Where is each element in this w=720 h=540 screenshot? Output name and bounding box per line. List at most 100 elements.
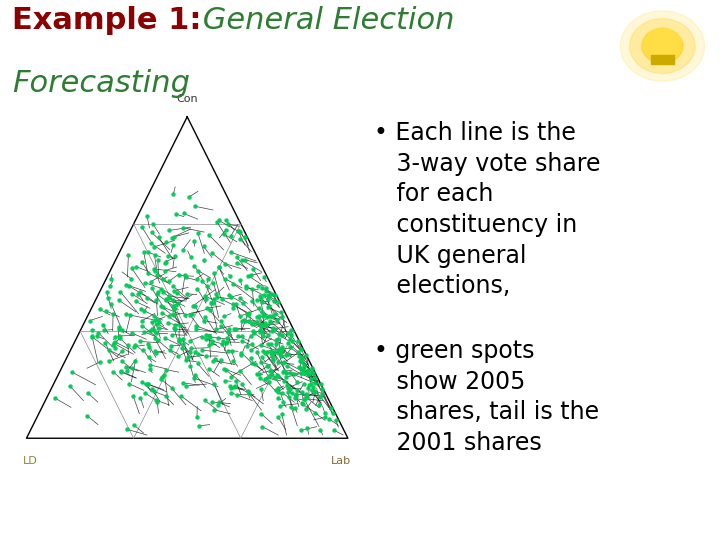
Point (147, 318, 158, 326)
Point (168, 252, 180, 260)
Point (251, 296, 262, 305)
Point (297, 364, 308, 373)
Point (142, 340, 153, 349)
FancyBboxPatch shape (651, 55, 674, 64)
Point (238, 316, 249, 325)
Point (206, 338, 217, 347)
Point (243, 389, 255, 397)
Point (266, 349, 278, 357)
Point (289, 394, 301, 402)
Point (323, 414, 335, 423)
Point (86, 332, 98, 340)
Point (216, 295, 228, 303)
Point (280, 369, 292, 377)
Point (261, 348, 273, 357)
Point (233, 226, 245, 235)
Point (169, 325, 181, 334)
Point (263, 372, 274, 380)
Point (174, 334, 185, 343)
Point (231, 259, 243, 267)
Point (176, 344, 188, 353)
Point (251, 313, 263, 321)
Point (64, 382, 76, 390)
Point (117, 357, 128, 366)
Point (267, 355, 279, 364)
Point (274, 329, 285, 338)
Point (230, 376, 242, 385)
Point (180, 273, 192, 281)
Point (314, 393, 325, 401)
Point (267, 312, 279, 320)
Point (282, 388, 293, 396)
Point (189, 374, 200, 383)
Point (265, 340, 276, 348)
Point (177, 245, 189, 254)
Point (136, 377, 148, 386)
Text: Example 1:: Example 1: (12, 6, 202, 35)
Point (123, 379, 135, 388)
Point (209, 406, 220, 414)
Point (192, 285, 203, 293)
Point (171, 300, 182, 309)
Point (300, 404, 312, 413)
Point (177, 340, 189, 348)
Point (285, 402, 297, 411)
Point (220, 339, 231, 347)
Point (201, 282, 212, 291)
Point (276, 409, 287, 418)
Point (256, 422, 268, 431)
Point (152, 315, 163, 324)
Point (241, 310, 253, 319)
Point (215, 356, 227, 364)
Point (147, 220, 158, 228)
Point (257, 321, 269, 329)
Point (239, 232, 251, 241)
Point (187, 301, 199, 310)
Point (168, 305, 180, 314)
Point (166, 341, 177, 350)
Point (236, 332, 248, 340)
Point (219, 376, 230, 385)
Point (251, 370, 263, 379)
Point (197, 333, 208, 341)
Point (120, 310, 132, 319)
Point (290, 392, 302, 401)
Point (122, 341, 134, 350)
Point (264, 367, 276, 375)
Point (254, 326, 266, 335)
Point (149, 315, 161, 324)
Point (271, 371, 282, 380)
Point (104, 282, 115, 291)
Point (156, 373, 168, 381)
Point (282, 329, 294, 338)
Point (107, 367, 119, 376)
Point (269, 324, 280, 333)
Point (113, 323, 125, 332)
Point (222, 346, 233, 355)
Point (162, 318, 174, 327)
Point (159, 334, 171, 342)
Point (109, 338, 121, 346)
Point (302, 423, 313, 432)
Point (206, 397, 217, 406)
Point (115, 368, 127, 376)
Point (168, 310, 179, 319)
Point (282, 339, 294, 347)
Point (296, 399, 307, 408)
Point (161, 257, 172, 266)
Point (303, 381, 315, 389)
Point (145, 364, 156, 373)
Point (115, 367, 127, 376)
Point (173, 271, 184, 280)
Point (212, 400, 223, 409)
Point (251, 318, 263, 327)
Point (225, 389, 237, 397)
Point (256, 328, 268, 336)
Point (190, 322, 202, 330)
Point (146, 284, 158, 293)
Point (210, 354, 221, 363)
Point (105, 275, 117, 284)
Point (239, 255, 251, 264)
Point (148, 326, 160, 335)
Point (168, 296, 179, 305)
